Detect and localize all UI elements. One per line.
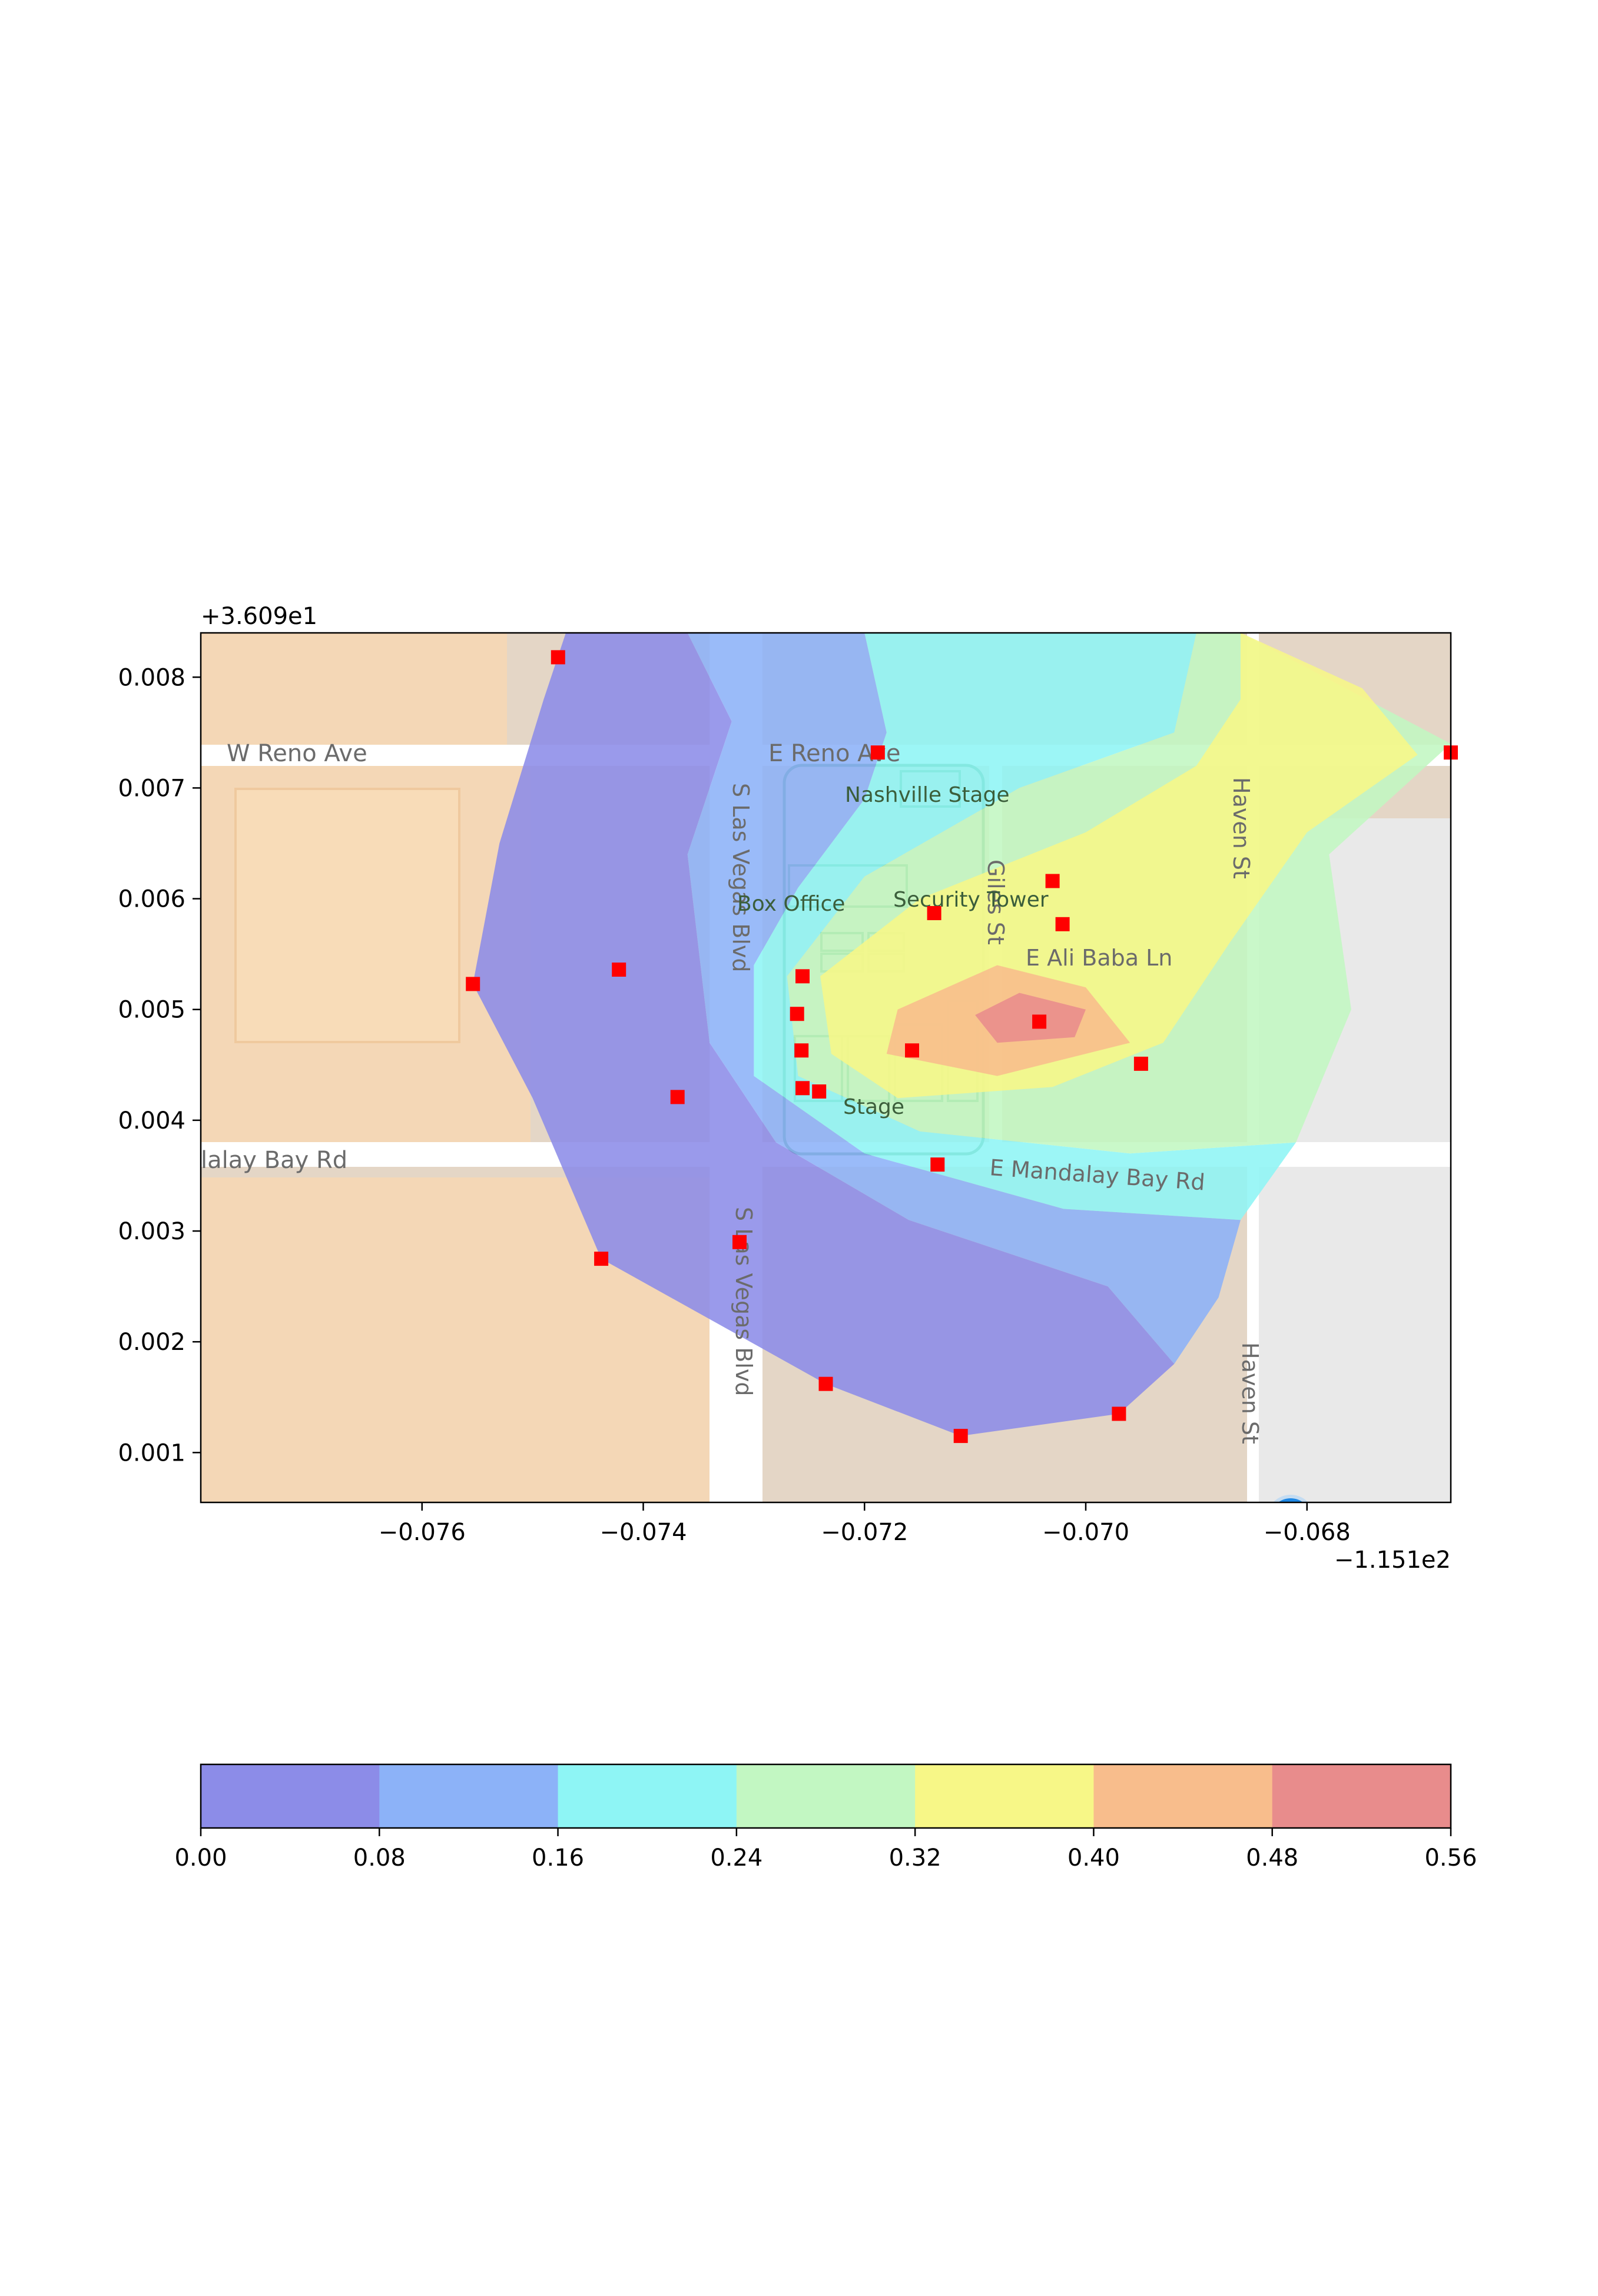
mandalay-bay-rd-w-label: lalay Bay Rd [201, 1147, 347, 1174]
y-tick-label-4: 0.004 [118, 1107, 185, 1134]
sensor-marker-22 [1112, 1406, 1126, 1421]
colorbar-cell-4 [915, 1764, 1094, 1828]
x-axis: −0.076 −0.074 −0.072 −0.070 −0.068 [379, 1502, 1351, 1546]
contour-band-2 [754, 633, 1296, 1220]
contour-band-0 [473, 633, 1175, 1436]
sensor-marker-6 [466, 977, 480, 991]
contour-bands [473, 633, 1451, 1436]
colorbar-tick-label-0: 0.00 [174, 1844, 227, 1872]
haven-st-south-label: Haven St [1237, 1342, 1263, 1444]
y-tick-label-1: 0.007 [118, 775, 185, 802]
y-tick-label-5: 0.003 [118, 1218, 185, 1245]
colorbar-tick-label-4: 0.32 [889, 1844, 941, 1872]
sensor-marker-0 [551, 650, 565, 665]
sensor-marker-21 [953, 1429, 968, 1444]
contour-band-1 [687, 633, 1241, 1364]
location-pin-icon [1273, 1495, 1308, 1502]
colorbar-cells [201, 1764, 1451, 1828]
colorbar-tick-label-1: 0.08 [353, 1844, 406, 1872]
y-tick-label-0: 0.008 [118, 664, 185, 691]
sensor-marker-19 [732, 1235, 747, 1249]
sensor-marker-7 [612, 963, 626, 977]
security-tower-label: Security Tower [893, 888, 1049, 912]
contour-band-6 [975, 993, 1086, 1043]
colorbar-tick-label-3: 0.24 [710, 1844, 762, 1872]
sensor-marker-15 [812, 1084, 827, 1099]
x-tick-label-4: −0.068 [1264, 1519, 1351, 1546]
colorbar-cell-6 [1272, 1764, 1451, 1828]
casino-pool-block [234, 788, 460, 1043]
giles-st-label: Giles St [983, 860, 1009, 945]
y-axis: 0.008 0.007 0.006 0.005 0.004 0.003 0.002 0.001 [118, 664, 201, 1466]
nashville-stage-label: Nashville Stage [845, 783, 1010, 807]
x-tick-label-0: −0.076 [379, 1519, 466, 1546]
x-tick-label-3: −0.070 [1042, 1519, 1129, 1546]
colorbar-cell-1 [379, 1764, 559, 1828]
sensor-marker-18 [594, 1252, 609, 1266]
stage-label: Stage [843, 1095, 904, 1119]
y-tick-label-7: 0.001 [118, 1439, 185, 1466]
s-las-vegas-blvd-north-label: S Las Vegas Blvd [728, 783, 754, 972]
colorbar-tick-label-2: 0.16 [532, 1844, 584, 1872]
sensor-marker-16 [670, 1090, 685, 1104]
x-offset-label: −1.151e2 [1334, 1547, 1451, 1574]
sensor-marker-1 [870, 745, 885, 760]
w-reno-ave-label: W Reno Ave [227, 740, 367, 767]
sensor-marker-20 [818, 1376, 833, 1391]
sensor-marker-8 [795, 969, 810, 984]
sensor-marker-12 [1032, 1014, 1047, 1029]
sensor-marker-4 [1045, 874, 1060, 888]
sensor-marker-3 [927, 906, 941, 920]
colorbar-tick-label-6: 0.48 [1246, 1844, 1298, 1872]
y-tick-label-3: 0.005 [118, 997, 185, 1024]
casino-block-nw [201, 633, 507, 745]
colorbar-frame [200, 1763, 1452, 1829]
y-tick-label-6: 0.002 [118, 1329, 185, 1356]
colorbar-cell-5 [1093, 1764, 1273, 1828]
map-axes: W Reno Ave E Reno Ave lalay Bay Rd E Man… [118, 603, 1458, 1574]
sensor-marker-10 [794, 1043, 809, 1058]
x-tick-label-1: −0.074 [599, 1519, 687, 1546]
sensor-marker-14 [795, 1081, 810, 1096]
sensor-marker-11 [905, 1043, 919, 1058]
colorbar-tick-label-7: 0.56 [1424, 1844, 1477, 1872]
x-tick-label-2: −0.072 [821, 1519, 908, 1546]
colorbar-cell-3 [736, 1764, 916, 1828]
haven-st-north-label: Haven St [1228, 777, 1254, 879]
y-offset-label: +3.609e1 [201, 603, 317, 630]
colorbar-cell-2 [558, 1764, 737, 1828]
map-axes-frame [200, 632, 1452, 1504]
sensor-marker-5 [1055, 917, 1070, 931]
sensor-marker-9 [790, 1007, 804, 1021]
y-tick-label-2: 0.006 [118, 886, 185, 913]
sensor-marker-13 [1133, 1056, 1148, 1071]
box-office-label: Box Office [737, 892, 845, 916]
e-ali-baba-ln-label: E Ali Baba Ln [1026, 945, 1172, 971]
sensor-markers [466, 650, 1458, 1444]
colorbar-tick-label-5: 0.40 [1067, 1844, 1120, 1872]
colorbar-ticks: 0.00 0.08 0.16 0.24 0.32 0.40 0.48 0.56 [174, 1828, 1477, 1872]
colorbar: 0.00 0.08 0.16 0.24 0.32 0.40 0.48 0.56 [174, 1763, 1477, 1872]
colorbar-cell-0 [201, 1764, 380, 1828]
sensor-marker-17 [930, 1157, 945, 1172]
